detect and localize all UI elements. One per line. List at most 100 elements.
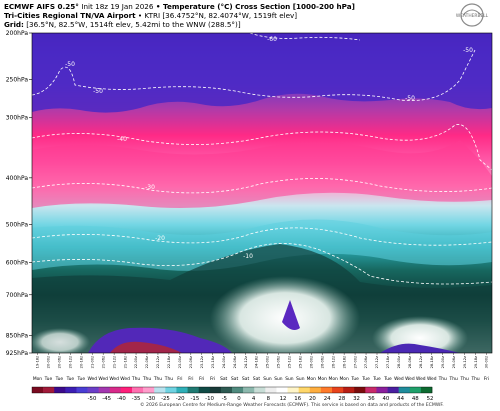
colorbar-swatch bbox=[420, 387, 433, 393]
x-day-label: Wed bbox=[98, 376, 108, 382]
contour-labels: -60 -50 -50 -50 -50 -40 -30 -20 -10 bbox=[65, 36, 473, 260]
x-day-label: Tue bbox=[77, 376, 86, 382]
colorbar-tick-label: -20 bbox=[176, 396, 185, 402]
colorbar-swatch bbox=[154, 387, 166, 393]
x-day-label: Tue bbox=[372, 376, 381, 382]
x-date-label: 20-00z bbox=[47, 356, 51, 368]
x-day-label: Wed bbox=[394, 376, 404, 382]
colorbar-tick-label: 0 bbox=[237, 396, 241, 402]
x-day-label: Wed bbox=[120, 376, 130, 382]
colorbar-swatch bbox=[243, 387, 255, 393]
x-day-label: Fri bbox=[188, 376, 193, 382]
x-day-label: Wed bbox=[109, 376, 119, 382]
x-date-label: 22-18z bbox=[167, 356, 171, 368]
colorbar-tick-label: -25 bbox=[161, 396, 170, 402]
colorbar-swatch bbox=[387, 387, 399, 393]
x-day-label: Sat bbox=[231, 376, 238, 382]
x-day-label: Fri bbox=[199, 376, 204, 382]
colorbar-swatch bbox=[109, 387, 122, 393]
colorbar-swatch bbox=[143, 387, 155, 393]
y-tick-label: 600hPa bbox=[6, 260, 29, 267]
x-date-label: 19-18z bbox=[36, 356, 40, 368]
x-day-label: Sat bbox=[220, 376, 227, 382]
colorbar-tick-label: 32 bbox=[353, 396, 360, 402]
x-date-label: 23-12z bbox=[200, 356, 204, 368]
colorbar-tick-label: 12 bbox=[280, 396, 287, 402]
x-date-label: 26-00z bbox=[309, 356, 313, 368]
x-day-label: Fri bbox=[177, 376, 182, 382]
colorbar-swatch bbox=[254, 387, 266, 393]
y-axis: 200hPa 250hPa 300hPa 400hPa 500hPa 600hPa 700h… bbox=[6, 30, 32, 357]
x-date-label: 25-06z bbox=[277, 356, 281, 368]
colorbar-swatch bbox=[209, 387, 222, 393]
colorbar-swatch bbox=[232, 387, 244, 393]
x-date-label: 28-18z bbox=[430, 356, 434, 368]
colorbar-swatch bbox=[287, 387, 299, 393]
colorbar-tick-label: 24 bbox=[324, 396, 331, 402]
contour-label: -20 bbox=[155, 235, 165, 242]
colorbar-swatch bbox=[165, 387, 177, 393]
contour-label: -60 bbox=[267, 36, 277, 43]
isotherm-lines bbox=[32, 33, 492, 285]
x-day-label: Sun bbox=[285, 376, 294, 382]
x-day-label: Wed bbox=[427, 376, 437, 382]
x-date-label: 21-06z bbox=[101, 356, 105, 368]
colorbar-swatch bbox=[298, 387, 311, 393]
colorbar-tick-label: -40 bbox=[117, 396, 126, 402]
colorbar: -50 -45 -40 -35 -30 -25 -20 -15 -10 -5 0 4 8 12 16 20 24… bbox=[31, 386, 433, 402]
x-date-label: 20-12z bbox=[69, 356, 73, 368]
colorbar-tick-label: 36 bbox=[368, 396, 375, 402]
colorbar-frame bbox=[31, 386, 433, 394]
x-day-label: Thu bbox=[449, 376, 458, 382]
x-date-label: 29-00z bbox=[441, 356, 445, 368]
colorbar-swatch bbox=[265, 387, 277, 393]
weatherbell-logo: WEATHERBELL bbox=[456, 3, 489, 27]
x-date-label: 26-12z bbox=[331, 356, 335, 368]
x-date-label: 22-00z bbox=[134, 356, 138, 368]
x-axis: 19-18z Mon 20-00z Tue 20-06z Tue 20-12z Tue 20-1… bbox=[33, 353, 489, 382]
colorbar-swatch bbox=[76, 387, 88, 393]
x-day-label: Thu bbox=[438, 376, 447, 382]
x-day-label: Mon bbox=[307, 376, 316, 382]
contour-label: -50 bbox=[405, 95, 415, 102]
colorbar-tick-label: -5 bbox=[222, 396, 227, 402]
x-date-label: 27-18z bbox=[386, 356, 390, 368]
x-date-label: 28-06z bbox=[408, 356, 412, 368]
chart-title: ECMWF AIFS 0.25° Init 18z 19 Jan 2026 • … bbox=[4, 2, 355, 11]
colorbar-swatch bbox=[187, 387, 199, 393]
plot-frame bbox=[31, 32, 493, 354]
x-day-label: Thu bbox=[470, 376, 479, 382]
x-day-label: Mon bbox=[340, 376, 349, 382]
x-date-label: 20-06z bbox=[58, 356, 62, 368]
colorbar-swatch bbox=[54, 387, 66, 393]
x-date-label: 28-12z bbox=[419, 356, 423, 368]
grid-line: Grid: [36.5°N, 82.5°W, 1514ft elev, 5.42… bbox=[4, 20, 241, 29]
x-day-label: Tue bbox=[361, 376, 370, 382]
x-day-label: Sun bbox=[263, 376, 272, 382]
colorbar-tick-label: 16 bbox=[294, 396, 301, 402]
contour-label: -50 bbox=[93, 88, 103, 95]
colorbar-swatch bbox=[409, 387, 422, 393]
logo-text: WEATHERBELL bbox=[456, 13, 489, 19]
x-date-label: 24-00z bbox=[222, 356, 226, 368]
x-date-label: 24-18z bbox=[255, 356, 259, 368]
x-day-label: Thu bbox=[153, 376, 162, 382]
colorbar-swatch bbox=[398, 387, 411, 393]
colorbar-swatch bbox=[320, 387, 333, 393]
y-tick-label: 250hPa bbox=[6, 77, 29, 84]
colorbar-swatch bbox=[332, 387, 344, 393]
x-day-label: Mon bbox=[33, 376, 42, 382]
x-date-label: 26-18z bbox=[342, 356, 346, 368]
y-tick-label: 700hPa bbox=[6, 292, 29, 299]
colorbar-swatch bbox=[309, 387, 322, 393]
x-date-label: 22-12z bbox=[156, 356, 160, 368]
contour-label: -50 bbox=[463, 47, 473, 54]
x-date-label: 27-06z bbox=[364, 356, 368, 368]
x-date-label: 23-06z bbox=[189, 356, 193, 368]
x-day-label: Tue bbox=[383, 376, 392, 382]
x-date-label: 23-18z bbox=[211, 356, 215, 368]
colorbar-tick-label: 20 bbox=[309, 396, 316, 402]
x-day-label: Thu bbox=[142, 376, 151, 382]
x-date-label: 27-00z bbox=[353, 356, 357, 368]
